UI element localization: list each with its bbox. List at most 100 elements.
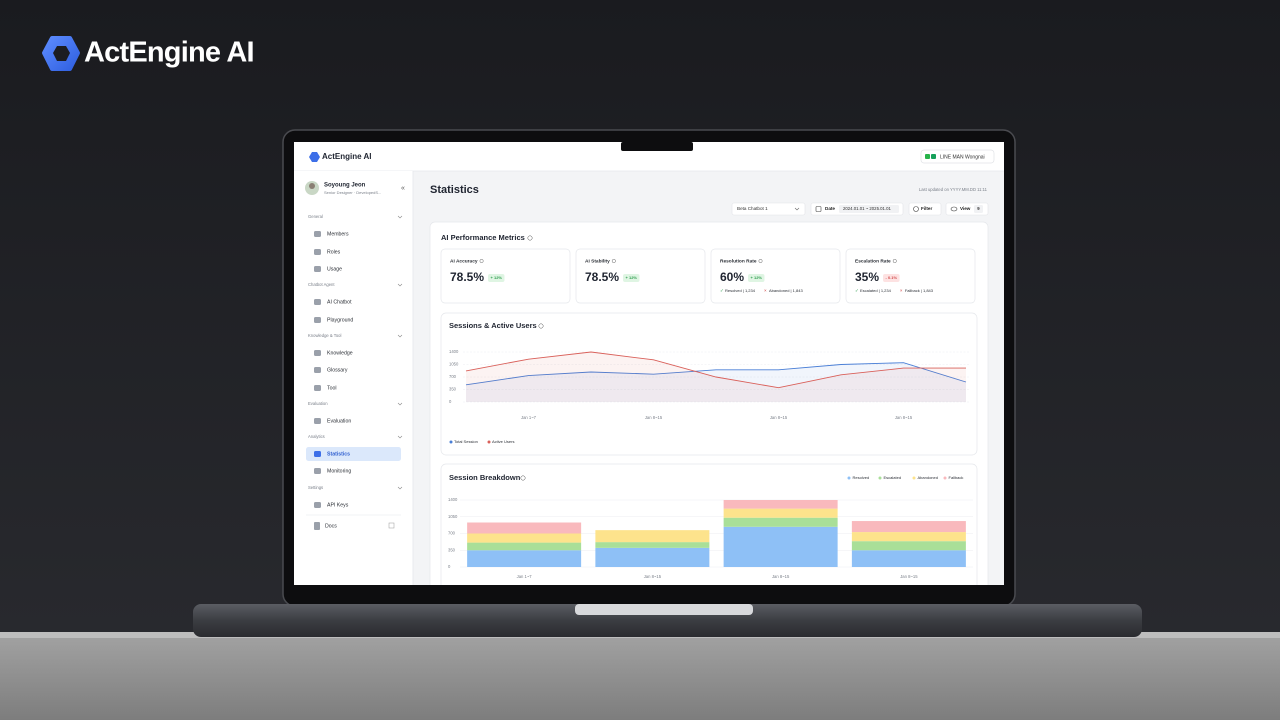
metric-change-bg bbox=[883, 274, 900, 282]
bar-segment bbox=[595, 530, 710, 543]
x-tick-label: Jan 8~15 bbox=[900, 574, 918, 579]
legend-swatch bbox=[487, 440, 491, 444]
info-icon bbox=[758, 259, 763, 263]
sidebar-item[interactable]: Tool bbox=[327, 385, 337, 391]
metric-change-bg bbox=[488, 274, 505, 282]
info-icon bbox=[527, 235, 533, 241]
bar-segment bbox=[467, 522, 582, 534]
external-link-icon bbox=[388, 522, 395, 529]
sidebar-item[interactable]: Monitoring bbox=[327, 468, 351, 474]
sidebar-item[interactable]: API Keys bbox=[327, 502, 349, 508]
sidebar-item[interactable]: Roles bbox=[327, 249, 341, 255]
sidebar-icon bbox=[314, 468, 321, 474]
area bbox=[466, 362, 966, 402]
collapse-icon[interactable]: « bbox=[401, 185, 405, 192]
sidebar-section-title: Evaluation bbox=[308, 401, 328, 406]
bar-segment bbox=[467, 550, 582, 567]
metric-label: Resolution Rate bbox=[720, 258, 757, 264]
y-tick-label: 1400 bbox=[449, 349, 459, 354]
sidebar-item[interactable]: AI Chatbot bbox=[327, 299, 352, 305]
info-icon bbox=[538, 323, 544, 329]
sidebar-item[interactable]: Evaluation bbox=[327, 418, 351, 424]
metric-change: + 12% bbox=[626, 275, 638, 280]
sidebar-item[interactable]: Usage bbox=[327, 266, 342, 272]
view-count-bg bbox=[974, 205, 983, 213]
filter-icon bbox=[913, 206, 919, 212]
x-tick-label: Jan 8~15 bbox=[895, 415, 913, 420]
sidebar-item[interactable]: Statistics bbox=[327, 451, 350, 457]
sidebar-active-bg bbox=[306, 447, 401, 461]
laptop-base bbox=[193, 604, 1142, 637]
metric-card bbox=[845, 248, 976, 304]
legend-swatch bbox=[878, 476, 882, 480]
line bbox=[465, 351, 966, 389]
metric-card bbox=[440, 248, 571, 304]
sidebar-icon bbox=[314, 522, 320, 530]
sidebar-item[interactable]: Playground bbox=[327, 317, 353, 323]
sidebar-icon bbox=[314, 350, 321, 356]
chart-title: Session Breakdown bbox=[449, 473, 521, 482]
metric-change-bg bbox=[748, 274, 765, 282]
bar-segment bbox=[723, 508, 838, 518]
detail-icon: × bbox=[900, 288, 903, 293]
view-icon bbox=[950, 206, 958, 212]
y-tick-label: 1400 bbox=[448, 497, 458, 502]
last-updated: Last updated on YYYY.MM.DD 11:11 bbox=[919, 187, 988, 192]
sidebar-item[interactable]: Members bbox=[327, 231, 349, 237]
x-tick-label: Jan 8~15 bbox=[772, 574, 790, 579]
detail-icon: ✓ bbox=[720, 288, 724, 293]
info-icon bbox=[611, 259, 616, 263]
chevron bbox=[397, 486, 403, 490]
filter-button[interactable] bbox=[908, 202, 942, 216]
sidebar-icon bbox=[314, 299, 321, 305]
metric-detail: Resolved | 1,234 bbox=[725, 288, 756, 293]
metric-change: - 0.1% bbox=[886, 275, 898, 280]
user-name: Soyoung Jeon bbox=[324, 183, 366, 189]
user-avatar-face bbox=[309, 183, 315, 189]
y-tick-label: 700 bbox=[449, 374, 457, 379]
sidebar-item[interactable]: Knowledge bbox=[327, 350, 353, 356]
chatbot-select[interactable] bbox=[731, 202, 806, 216]
metric-label: AI Stability bbox=[585, 258, 610, 264]
metric-value: 78.5% bbox=[450, 270, 484, 284]
bar-segment bbox=[851, 521, 966, 533]
sidebar-icon bbox=[314, 502, 321, 508]
sidebar-icon bbox=[314, 385, 321, 391]
sidebar-section-title: General bbox=[308, 214, 323, 219]
date-label: Date bbox=[825, 206, 835, 211]
y-tick-label: 1050 bbox=[448, 514, 458, 519]
bar-segment bbox=[723, 500, 838, 509]
y-tick-label: 350 bbox=[449, 387, 457, 392]
y-tick-label: 700 bbox=[448, 531, 456, 536]
workspace-pill bbox=[920, 149, 995, 164]
sidebar-item[interactable]: Docs bbox=[325, 523, 337, 529]
chart-title: Sessions & Active Users bbox=[449, 321, 537, 330]
legend-swatch bbox=[943, 476, 947, 480]
bar-segment bbox=[723, 517, 838, 527]
bar-segment bbox=[595, 547, 710, 567]
x-tick-label: Jan 1~7 bbox=[521, 415, 537, 420]
info-icon bbox=[520, 475, 526, 481]
legend-swatch bbox=[449, 440, 453, 444]
chevron bbox=[397, 402, 403, 406]
sidebar-section-title: Chatbot Agent bbox=[308, 282, 335, 287]
metric-detail: Escalated | 1,234 bbox=[860, 288, 892, 293]
bar-segment bbox=[467, 542, 582, 551]
metric-value: 35% bbox=[855, 270, 879, 284]
legend-label: Active Users bbox=[492, 439, 514, 444]
chevron bbox=[794, 207, 800, 211]
legend-swatch bbox=[912, 476, 916, 480]
metric-detail: Abandoned | 1,843 bbox=[769, 288, 804, 293]
metric-card bbox=[710, 248, 841, 304]
chevron bbox=[397, 283, 403, 287]
x-tick-label: Jan 8~15 bbox=[645, 415, 663, 420]
detail-icon: ✓ bbox=[855, 288, 859, 293]
sidebar-icon bbox=[314, 418, 321, 424]
workspace-icon bbox=[925, 154, 930, 159]
y-tick-label: 0 bbox=[448, 564, 451, 569]
sidebar-item[interactable]: Glossary bbox=[327, 367, 348, 373]
metric-change: + 12% bbox=[751, 275, 763, 280]
user-role: Senior Designer · DevelopedS... bbox=[324, 190, 381, 195]
sidebar-icon bbox=[314, 231, 321, 237]
